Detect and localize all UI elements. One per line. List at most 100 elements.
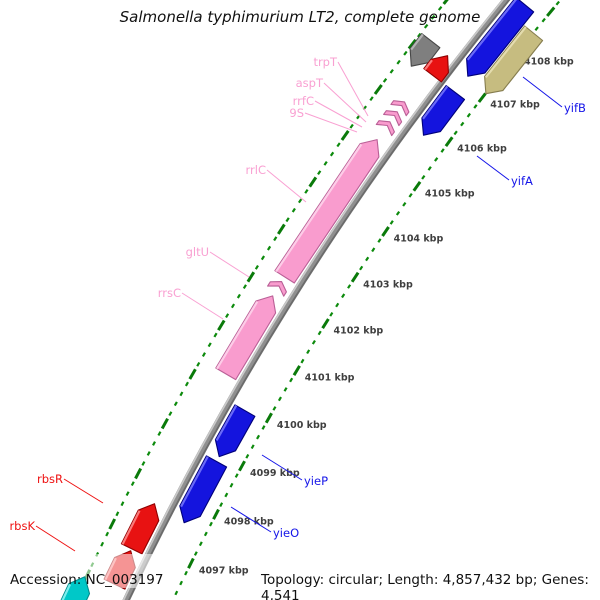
leader-line-yifB bbox=[522, 76, 563, 108]
gene-label-rrfC[interactable]: rrfC bbox=[293, 94, 314, 108]
gene-label-rbsR[interactable]: rbsR bbox=[37, 472, 63, 486]
kbp-label: 4104 kbp bbox=[394, 234, 444, 245]
minor-tick bbox=[347, 284, 352, 289]
footer-stats: Topology: circular; Length: 4,857,432 bp… bbox=[261, 572, 589, 600]
minor-tick bbox=[541, 17, 546, 23]
gene-gene-blue-top[interactable] bbox=[466, 0, 535, 77]
minor-tick bbox=[229, 482, 234, 488]
gene-yifB[interactable] bbox=[484, 25, 544, 95]
gene-label-yifB[interactable]: yifB bbox=[564, 101, 586, 115]
minor-tick bbox=[203, 531, 208, 537]
minor-tick bbox=[219, 502, 224, 508]
minor-tick bbox=[336, 142, 341, 148]
minor-tick bbox=[460, 121, 465, 127]
minor-tick bbox=[434, 157, 439, 162]
gene-label-yieO[interactable]: yieO bbox=[273, 526, 299, 540]
minor-tick bbox=[408, 192, 413, 198]
kbp-label: 4100 kbp bbox=[277, 420, 327, 431]
gene-rrfC[interactable] bbox=[375, 120, 395, 137]
minor-tick bbox=[115, 511, 120, 517]
major-tick bbox=[477, 92, 487, 103]
major-tick bbox=[546, 6, 556, 17]
leader-line-gltU bbox=[209, 251, 250, 278]
gene-label-yifA[interactable]: yifA bbox=[511, 174, 533, 188]
minor-tick bbox=[335, 302, 340, 308]
major-tick bbox=[340, 130, 350, 141]
minor-tick bbox=[377, 238, 382, 243]
gene-label-rrlC[interactable]: rrlC bbox=[246, 163, 266, 177]
gene-yieP[interactable] bbox=[214, 404, 256, 458]
minor-tick bbox=[289, 377, 294, 383]
minor-tick bbox=[105, 531, 110, 537]
major-tick bbox=[246, 271, 256, 283]
leader-line-aspT bbox=[323, 82, 367, 123]
minor-tick bbox=[201, 352, 206, 357]
leader-line-yifA bbox=[476, 155, 510, 181]
leader-line-9S bbox=[304, 112, 358, 133]
minor-tick bbox=[207, 342, 212, 348]
minor-tick bbox=[260, 255, 266, 261]
gene-label-aspT[interactable]: aspT bbox=[296, 76, 324, 90]
gene-trpT[interactable] bbox=[390, 100, 410, 117]
gene-label-rbsK[interactable]: rbsK bbox=[9, 519, 35, 533]
gene-yifA[interactable] bbox=[421, 85, 466, 136]
minor-tick bbox=[224, 492, 229, 498]
major-tick bbox=[108, 518, 117, 530]
gene-rrsC[interactable] bbox=[215, 295, 277, 381]
gene-bevel bbox=[424, 59, 433, 71]
footer-backdrop bbox=[50, 554, 156, 588]
minor-tick bbox=[300, 358, 305, 364]
gene-yieO[interactable] bbox=[179, 455, 228, 524]
minor-tick bbox=[179, 580, 183, 586]
gene-bevel bbox=[410, 33, 424, 51]
minor-tick bbox=[329, 312, 334, 317]
gene-rbsR[interactable] bbox=[120, 503, 160, 555]
minor-tick bbox=[141, 461, 146, 466]
minor-tick bbox=[283, 387, 288, 392]
gene-aspT[interactable] bbox=[383, 110, 403, 127]
kbp-label: 4101 kbp bbox=[305, 373, 355, 384]
map-title: Salmonella typhimurium LT2, complete gen… bbox=[119, 8, 481, 26]
minor-tick bbox=[152, 441, 156, 446]
major-tick bbox=[321, 318, 330, 329]
minor-tick bbox=[473, 104, 478, 109]
minor-tick bbox=[174, 590, 179, 596]
gene-rrlC[interactable] bbox=[274, 139, 380, 284]
leader-line-trpT bbox=[337, 61, 369, 117]
minor-tick bbox=[277, 396, 282, 402]
major-tick bbox=[350, 271, 360, 283]
gene-label-gltU[interactable]: gltU bbox=[186, 245, 209, 259]
major-tick bbox=[277, 223, 286, 235]
gene-label-9S[interactable]: 9S bbox=[289, 106, 304, 120]
minor-tick bbox=[196, 361, 201, 367]
kbp-label: 4102 kbp bbox=[334, 326, 384, 337]
minor-tick bbox=[403, 50, 408, 56]
major-tick bbox=[264, 412, 273, 424]
minor-tick bbox=[256, 434, 261, 440]
kbp-label: 4103 kbp bbox=[363, 279, 413, 290]
kbp-label: 4097 kbp bbox=[199, 565, 249, 576]
major-tick bbox=[442, 0, 449, 5]
minor-tick bbox=[382, 78, 388, 83]
minor-tick bbox=[369, 96, 374, 102]
major-tick bbox=[373, 84, 383, 95]
gene-gltU[interactable] bbox=[267, 281, 287, 297]
gene-bevel bbox=[215, 405, 238, 441]
minor-tick bbox=[245, 453, 250, 459]
minor-tick bbox=[430, 14, 436, 20]
backbone-shadow bbox=[128, 0, 511, 600]
gene-label-rrsC[interactable]: rrsC bbox=[158, 286, 181, 300]
gene-label-yieP[interactable]: yieP bbox=[304, 474, 328, 488]
minor-tick bbox=[230, 303, 236, 309]
minor-tick bbox=[168, 411, 173, 417]
minor-tick bbox=[173, 401, 178, 407]
major-tick bbox=[188, 368, 197, 380]
gene-bevel bbox=[121, 510, 141, 545]
gene-cyan-gene[interactable] bbox=[59, 576, 91, 600]
footer-accession: Accession: NC_003197 bbox=[10, 572, 164, 588]
gene-label-trpT[interactable]: trpT bbox=[313, 55, 338, 69]
minor-tick bbox=[389, 68, 394, 74]
genome-backbone bbox=[122, 0, 511, 600]
